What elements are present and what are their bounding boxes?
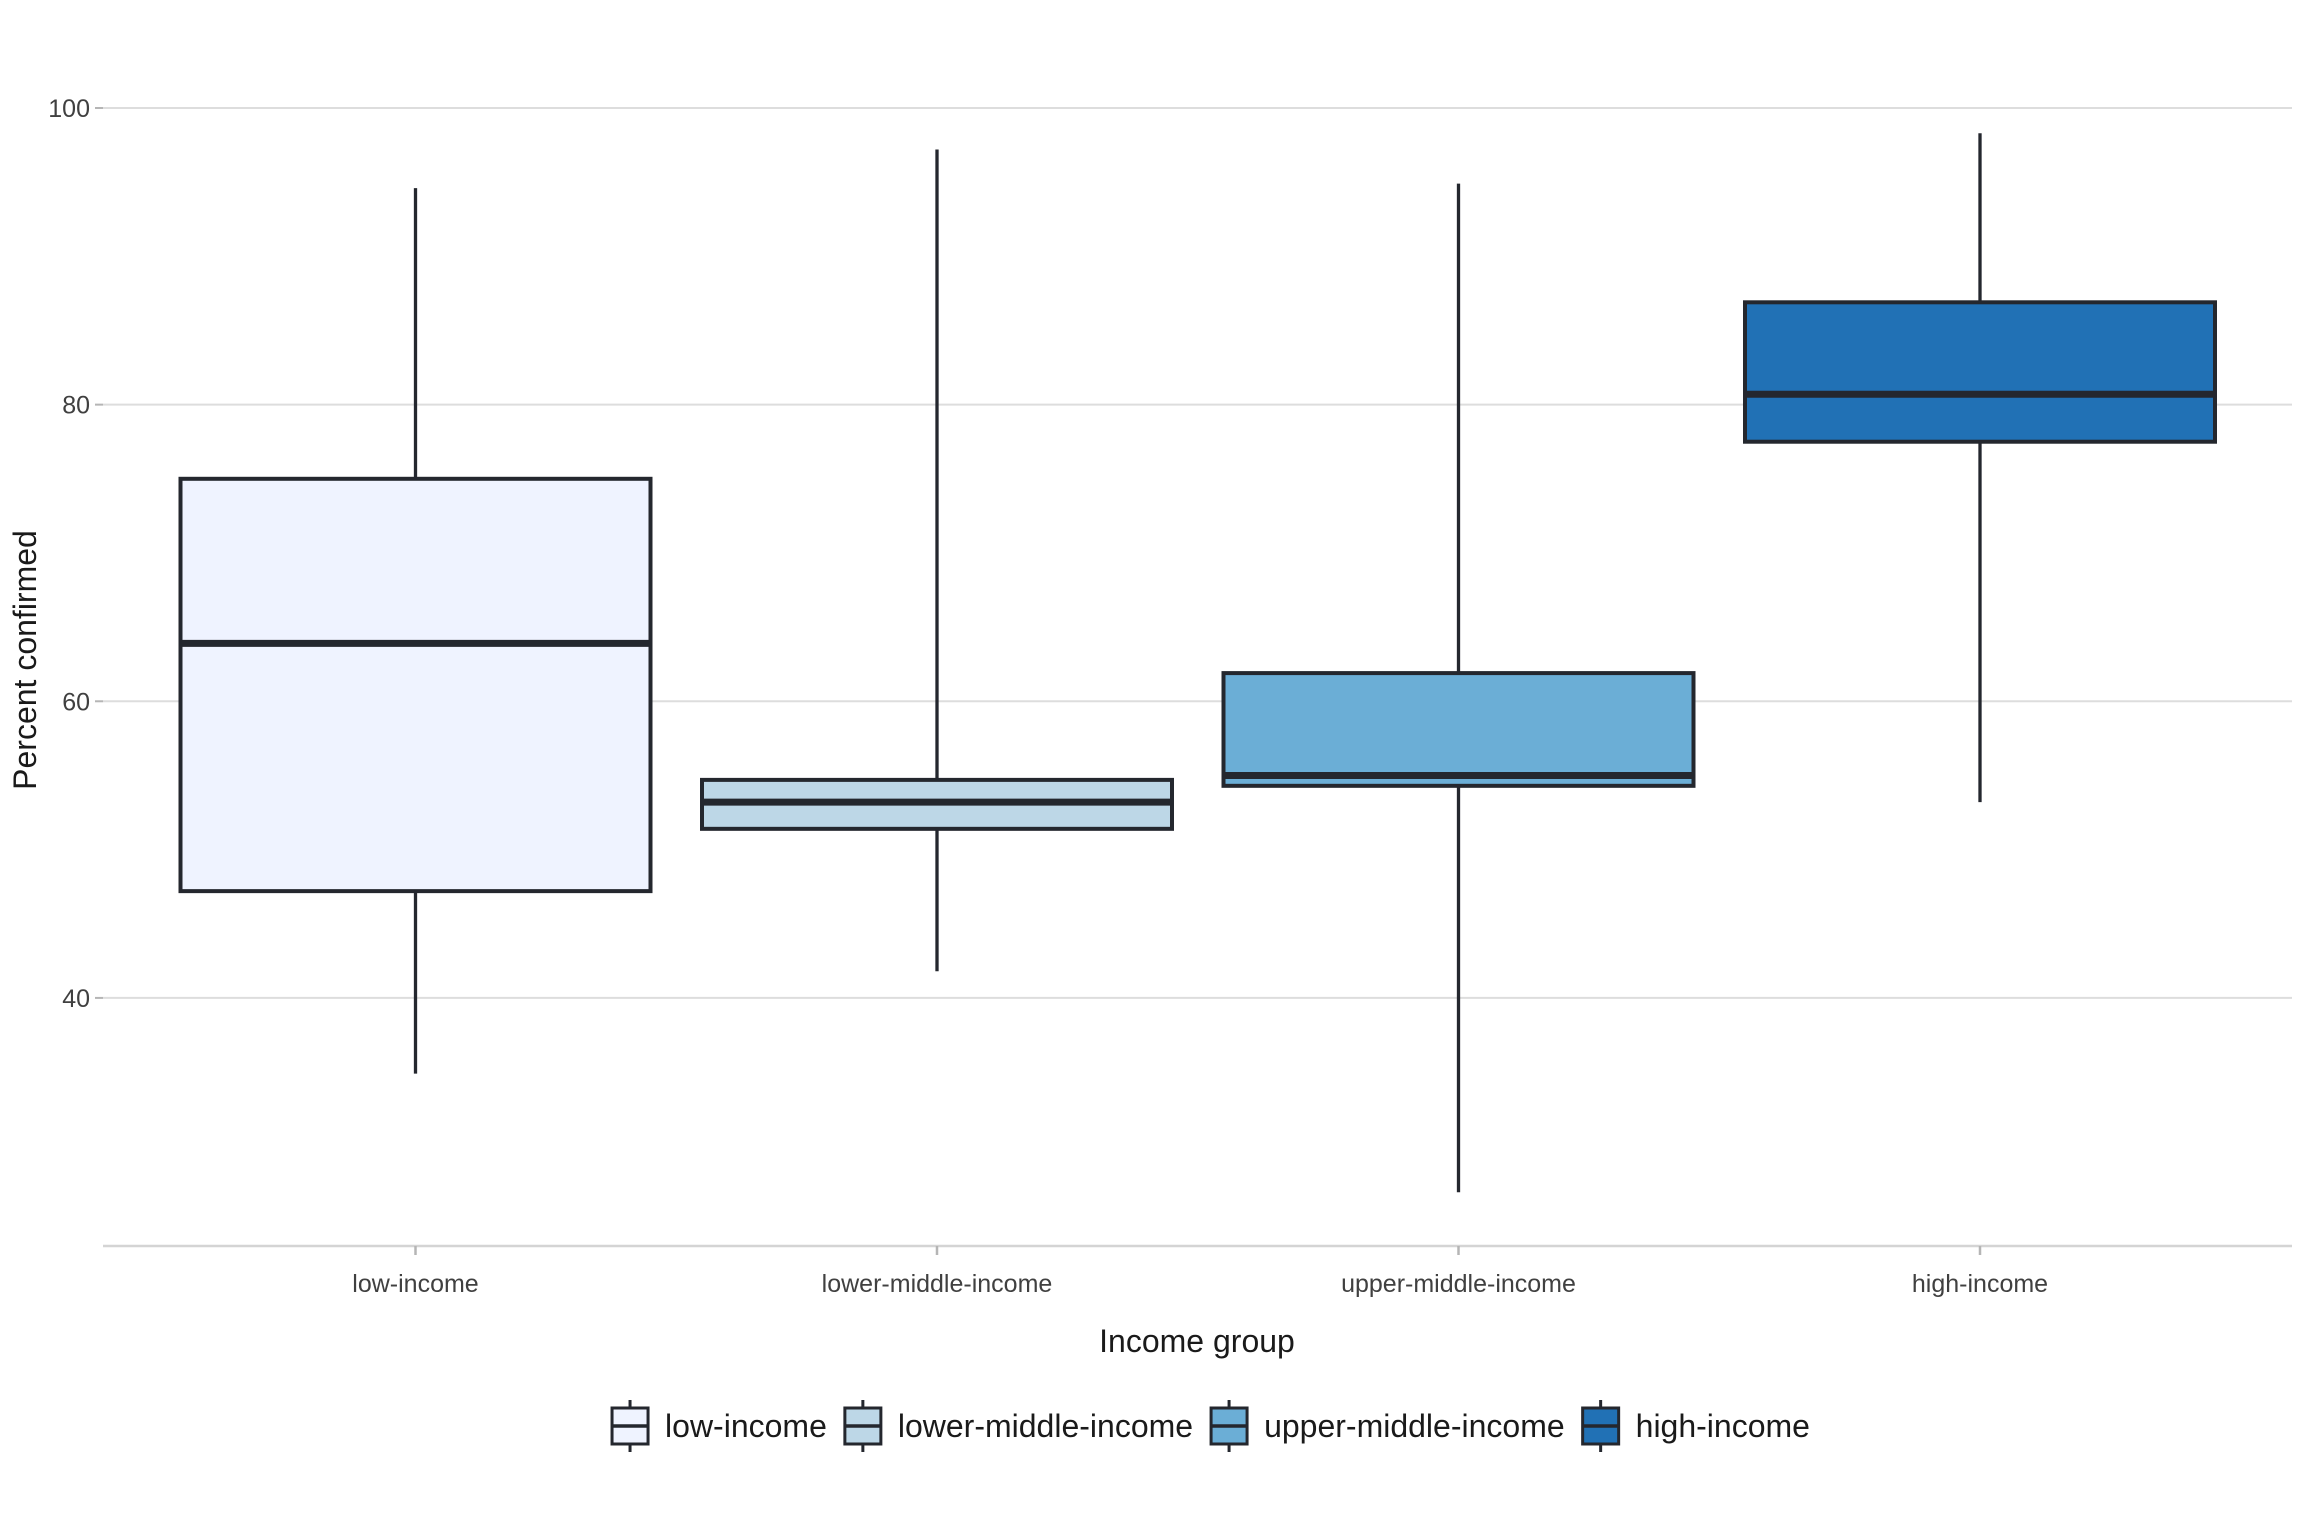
legend: low-income lower-middle-income upper-middl… bbox=[610, 1400, 1810, 1452]
box-iqr bbox=[178, 476, 653, 894]
x-tick-label: lower-middle-income bbox=[822, 1270, 1053, 1298]
x-tick-label: high-income bbox=[1912, 1270, 2048, 1298]
legend-item-upper-middle-income: upper-middle-income bbox=[1209, 1400, 1565, 1452]
boxplot-upper-middle-income: upper-middle-income bbox=[1221, 183, 1696, 1298]
legend-label: upper-middle-income bbox=[1264, 1408, 1565, 1444]
box-iqr bbox=[1221, 671, 1696, 788]
legend-item-low-income: low-income bbox=[610, 1400, 827, 1452]
boxplot-high-income: high-income bbox=[1743, 133, 2217, 1298]
y-tick-label-80: 80 bbox=[62, 392, 90, 420]
y-tick-label-40: 40 bbox=[62, 985, 90, 1013]
legend-item-high-income: high-income bbox=[1581, 1400, 1810, 1452]
boxplot-series: low-income lower-middle-income upper-middl… bbox=[178, 133, 2217, 1298]
box-iqr bbox=[1743, 300, 2217, 444]
legend-item-lower-middle-income: lower-middle-income bbox=[843, 1400, 1193, 1452]
y-axis-labels: 40 60 80 100 bbox=[48, 95, 90, 1013]
x-tick-label: low-income bbox=[352, 1270, 478, 1298]
legend-label: lower-middle-income bbox=[898, 1408, 1193, 1444]
y-tick-label-100: 100 bbox=[48, 95, 90, 123]
boxplot-lower-middle-income: lower-middle-income bbox=[700, 149, 1174, 1298]
x-tick-label: upper-middle-income bbox=[1341, 1270, 1576, 1298]
legend-label: high-income bbox=[1636, 1408, 1810, 1444]
legend-label: low-income bbox=[665, 1408, 827, 1444]
x-axis-title: Income group bbox=[1099, 1323, 1295, 1359]
boxplot-low-income: low-income bbox=[178, 188, 653, 1298]
y-axis-title: Percent confirmed bbox=[7, 530, 43, 790]
y-tick-label-60: 60 bbox=[62, 688, 90, 716]
